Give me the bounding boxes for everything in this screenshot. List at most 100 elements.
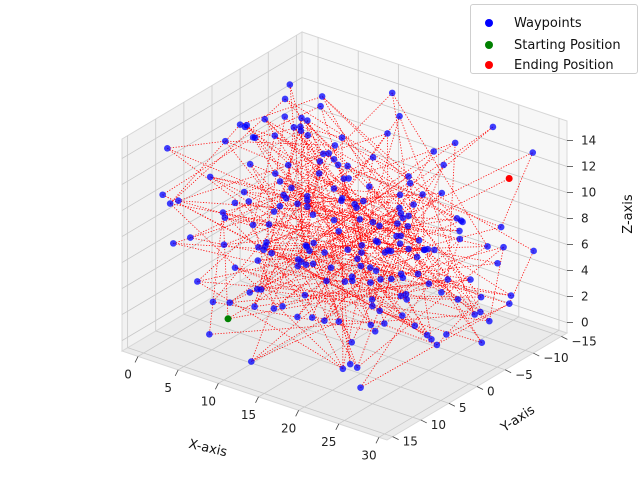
grid-line-z-back	[301, 103, 568, 193]
waypoint-marker	[317, 102, 324, 110]
connection-line	[209, 314, 475, 335]
connection-line	[324, 252, 340, 322]
connection-line	[173, 242, 325, 253]
connection-line	[306, 120, 310, 251]
grid-line-z-left	[121, 77, 303, 185]
waypoint-marker	[358, 241, 366, 249]
connection-line	[508, 250, 535, 304]
legend-label-end: Ending Position	[514, 57, 614, 73]
waypoint-marker	[304, 132, 312, 139]
connection-line	[408, 246, 488, 250]
legend-marker-end	[485, 61, 493, 69]
y-tick-label: 10	[431, 418, 446, 432]
connection-line	[307, 195, 364, 202]
y-tick-label: 15	[403, 435, 418, 449]
z-tick-label: 10	[581, 186, 596, 200]
waypoint-marker	[489, 123, 497, 131]
connection-line	[375, 240, 428, 336]
y-tick-mark	[504, 369, 512, 374]
waypoint-marker	[402, 290, 410, 298]
waypoint-marker	[304, 203, 311, 211]
connection-line	[351, 116, 400, 281]
connection-line	[257, 250, 310, 290]
grid-line-y-floor	[183, 313, 450, 404]
connection-line	[298, 259, 361, 267]
waypoint-marker	[438, 289, 445, 296]
waypoint-marker	[381, 249, 389, 256]
connection-line	[360, 303, 510, 388]
legend-label-waypoints: Waypoints	[514, 15, 582, 31]
waypoint-marker	[281, 95, 289, 103]
waypoint-marker	[249, 221, 257, 229]
waypoint-marker	[451, 139, 459, 147]
z-tick-label: 4	[581, 264, 589, 278]
grid-line-y-floor	[296, 246, 562, 337]
connection-line	[297, 265, 428, 336]
waypoint-marker	[456, 227, 463, 235]
end-marker	[505, 174, 513, 182]
connection-line	[400, 238, 461, 297]
connection-line	[320, 106, 371, 268]
x-tick-label: 15	[241, 408, 256, 422]
connection-line	[190, 194, 284, 238]
connection-line	[239, 96, 323, 126]
grid-line-y-floor	[127, 347, 393, 438]
waypoint-marker	[425, 280, 433, 288]
waypoint-marker	[399, 214, 407, 222]
waypoint-marker	[240, 188, 248, 196]
waypoint-marker	[335, 227, 343, 235]
connection-line	[243, 191, 420, 241]
waypoint-marker	[404, 222, 412, 230]
z-tick-label: 2	[581, 290, 589, 304]
waypoint-marker	[374, 238, 382, 246]
waypoint-marker	[279, 303, 286, 310]
waypoint-marker	[309, 211, 317, 218]
connection-line	[249, 163, 353, 282]
waypoint-marker	[231, 264, 239, 271]
waypoint-marker	[303, 192, 311, 200]
x-tick-mark	[134, 356, 139, 363]
waypoint-marker	[335, 318, 343, 325]
connection-line	[341, 133, 388, 199]
waypoint-marker	[276, 202, 284, 210]
y-tick-label: −10	[543, 351, 568, 365]
connection-line	[249, 226, 502, 293]
waypoint-marker	[371, 328, 379, 335]
waypoint-marker	[294, 200, 301, 208]
connection-line	[223, 200, 342, 246]
y-tick-mark	[561, 335, 568, 340]
connection-line	[377, 151, 435, 243]
waypoint-marker	[246, 160, 254, 168]
connection-line	[312, 263, 353, 343]
connection-line	[301, 117, 404, 219]
grid-line-z-back	[301, 129, 568, 219]
connection-line	[391, 92, 432, 340]
connection-line	[324, 280, 327, 321]
connection-line	[330, 231, 340, 268]
connection-line	[254, 126, 301, 139]
waypoint-marker	[221, 214, 229, 221]
connection-line	[250, 163, 342, 202]
waypoint-marker	[310, 239, 317, 247]
waypoint-marker	[220, 241, 228, 248]
waypoint-marker	[271, 132, 279, 139]
waypoint-marker	[411, 322, 419, 330]
waypoint-marker	[428, 335, 435, 343]
waypoint-marker	[456, 235, 464, 243]
waypoint-marker	[376, 222, 383, 230]
waypoint-marker	[529, 149, 537, 156]
connection-line	[197, 281, 344, 370]
waypoint-marker	[368, 296, 376, 303]
connection-line	[293, 126, 339, 166]
connection-line	[222, 194, 284, 213]
connection-line	[234, 267, 438, 346]
connection-line	[178, 133, 388, 202]
waypoint-marker	[353, 364, 361, 371]
connection-line	[285, 127, 295, 199]
waypoint-marker	[440, 161, 447, 169]
connection-line	[169, 203, 344, 370]
connection-line	[222, 212, 229, 319]
legend-marker-waypoints	[485, 19, 493, 27]
connection-line	[167, 140, 226, 149]
